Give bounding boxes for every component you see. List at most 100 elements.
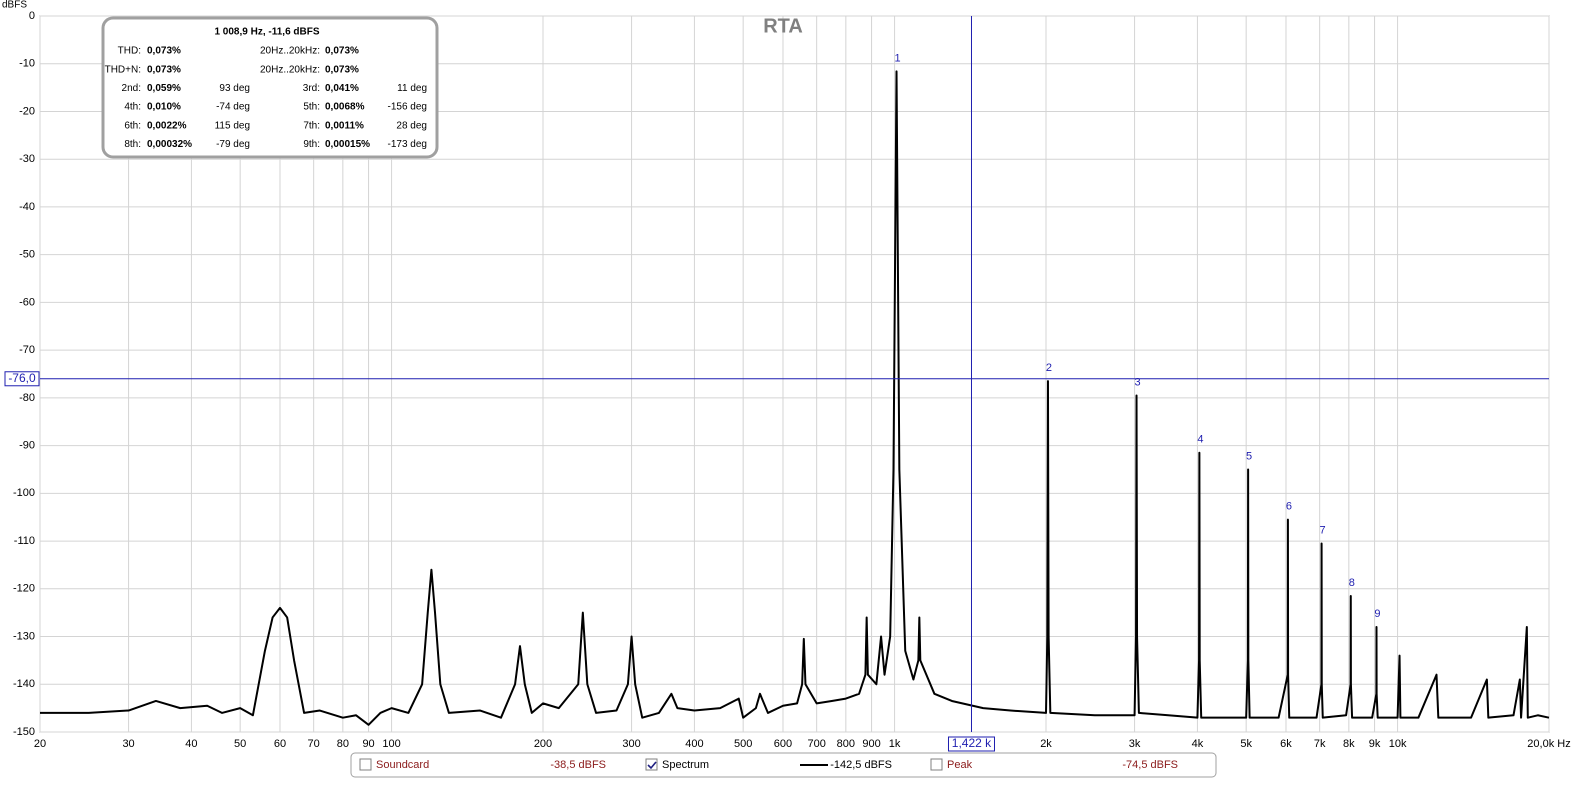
legend-name: Peak (947, 759, 973, 771)
legend-name: Soundcard (376, 759, 429, 771)
legend-value: -142,5 dBFS (830, 759, 892, 771)
info-cell: THD+N: (105, 64, 141, 75)
x-tick-label: 500 (734, 738, 752, 750)
x-tick-label: 100 (382, 738, 400, 750)
info-header: 1 008,9 Hz, -11,6 dBFS (214, 27, 319, 38)
y-tick-label: -10 (19, 58, 35, 70)
info-cell: -74 deg (216, 102, 250, 113)
x-tick-label: 5k (1240, 738, 1252, 750)
y-tick-label: -110 (14, 535, 35, 547)
x-tick-label: 50 (234, 738, 246, 750)
info-cell: 0,073% (147, 64, 181, 75)
info-cell: 0,059% (147, 83, 181, 94)
x-tick-label: 300 (622, 738, 640, 750)
grid (39, 15, 1550, 733)
peak-label: 3 (1134, 376, 1140, 388)
y-tick-label: -100 (13, 487, 35, 499)
y-tick-label: -130 (13, 630, 35, 642)
x-tick-label: 60 (274, 738, 286, 750)
y-tick-label: -30 (19, 153, 35, 165)
info-cell: 6th: (124, 120, 141, 131)
spectrum-line (40, 70, 1550, 726)
info-cell: 2nd: (122, 83, 141, 94)
legend-frame (350, 752, 1217, 778)
info-cell: 0,073% (325, 46, 359, 57)
x-tick-label: 900 (862, 738, 880, 750)
peak-label: 6 (1286, 500, 1292, 512)
x-tick-label: 2k (1040, 738, 1052, 750)
x-tick-label: 8k (1343, 738, 1355, 750)
info-cell: 9th: (303, 139, 320, 150)
info-cell: 5th: (303, 102, 320, 113)
y-tick-label: -140 (13, 678, 35, 690)
y-tick-label: -120 (13, 583, 35, 595)
x-tick-label: 3k (1129, 738, 1141, 750)
legend: Soundcard -38,5 dBFS Spectrum -142,5 dBFS Pe… (350, 752, 1217, 778)
cursor-y-label: -76,0 (8, 371, 36, 385)
x-tick-label: 800 (837, 738, 855, 750)
info-frame (101, 16, 439, 159)
x-tick-label: 7k (1314, 738, 1326, 750)
peak-label: 8 (1349, 577, 1355, 589)
info-cell: 0,0011% (325, 120, 364, 131)
x-tick-label: 70 (308, 738, 320, 750)
legend-check (647, 761, 657, 770)
x-tick-label: 700 (807, 738, 825, 750)
y-tick-label: 0 (29, 10, 35, 22)
x-tick-label: 20,0k Hz (1527, 738, 1570, 750)
x-tick-label: 20 (34, 738, 46, 750)
x-tick-label: 90 (362, 738, 374, 750)
info-cell: 4th: (124, 102, 141, 113)
y-axis-label: dBFS (2, 0, 27, 11)
info-cell: 0,073% (325, 64, 359, 75)
peak-label: 1 (894, 52, 900, 64)
x-tick-label: 30 (122, 738, 134, 750)
info-cell: -156 deg (388, 102, 427, 113)
peak-label: 4 (1197, 434, 1203, 446)
info-cell: 3rd: (303, 83, 320, 94)
peak-label: 9 (1374, 608, 1380, 620)
x-tick-label: 6k (1280, 738, 1292, 750)
legend-checkbox (930, 758, 943, 771)
legend-checkbox (645, 758, 658, 771)
y-tick-label: -70 (19, 344, 35, 356)
info-cell: 7th: (303, 120, 320, 131)
info-cell: 20Hz..20kHz: (260, 64, 320, 75)
x-tick-label: 80 (337, 738, 349, 750)
x-tick-label: 40 (185, 738, 197, 750)
info-box: 1 008,9 Hz, -11,6 dBFS THD: 0,073% 20Hz..2… (101, 16, 439, 159)
y-tick-label: -90 (19, 440, 35, 452)
info-cell: 0,00032% (147, 139, 192, 150)
info-cell: 8th: (124, 139, 141, 150)
info-cell: 0,073% (147, 46, 181, 57)
x-tick-label: 4k (1192, 738, 1204, 750)
chart-title: RTA (763, 15, 803, 37)
x-tick-label: 200 (534, 738, 552, 750)
y-tick-label: -150 (13, 726, 35, 738)
info-cell: 0,0022% (147, 120, 187, 131)
x-tick-label: 10k (1389, 738, 1407, 750)
legend-value: -38,5 dBFS (550, 759, 606, 771)
info-cell: -79 deg (216, 139, 250, 150)
info-cell: -173 deg (388, 139, 427, 150)
info-cell: 0,041% (325, 83, 359, 94)
legend-value: -74,5 dBFS (1122, 759, 1178, 771)
y-tick-label: -80 (19, 392, 35, 404)
info-cell: 11 deg (397, 83, 427, 94)
info-cell: 115 deg (215, 120, 250, 131)
info-cell: 20Hz..20kHz: (260, 46, 320, 57)
cursor-x-box (947, 736, 995, 752)
y-tick-label: -40 (19, 201, 35, 213)
x-tick-label: 1k (889, 738, 901, 750)
y-tick-label: -60 (19, 296, 35, 308)
x-tick-label: 400 (685, 738, 703, 750)
plot (40, 16, 1550, 732)
x-tick-label: 600 (774, 738, 792, 750)
x-tick-label: 9k (1369, 738, 1381, 750)
peak-label: 7 (1320, 524, 1326, 536)
info-cell: 0,00015% (325, 139, 370, 150)
y-tick-label: -50 (19, 249, 35, 261)
peak-label: 2 (1046, 362, 1052, 374)
